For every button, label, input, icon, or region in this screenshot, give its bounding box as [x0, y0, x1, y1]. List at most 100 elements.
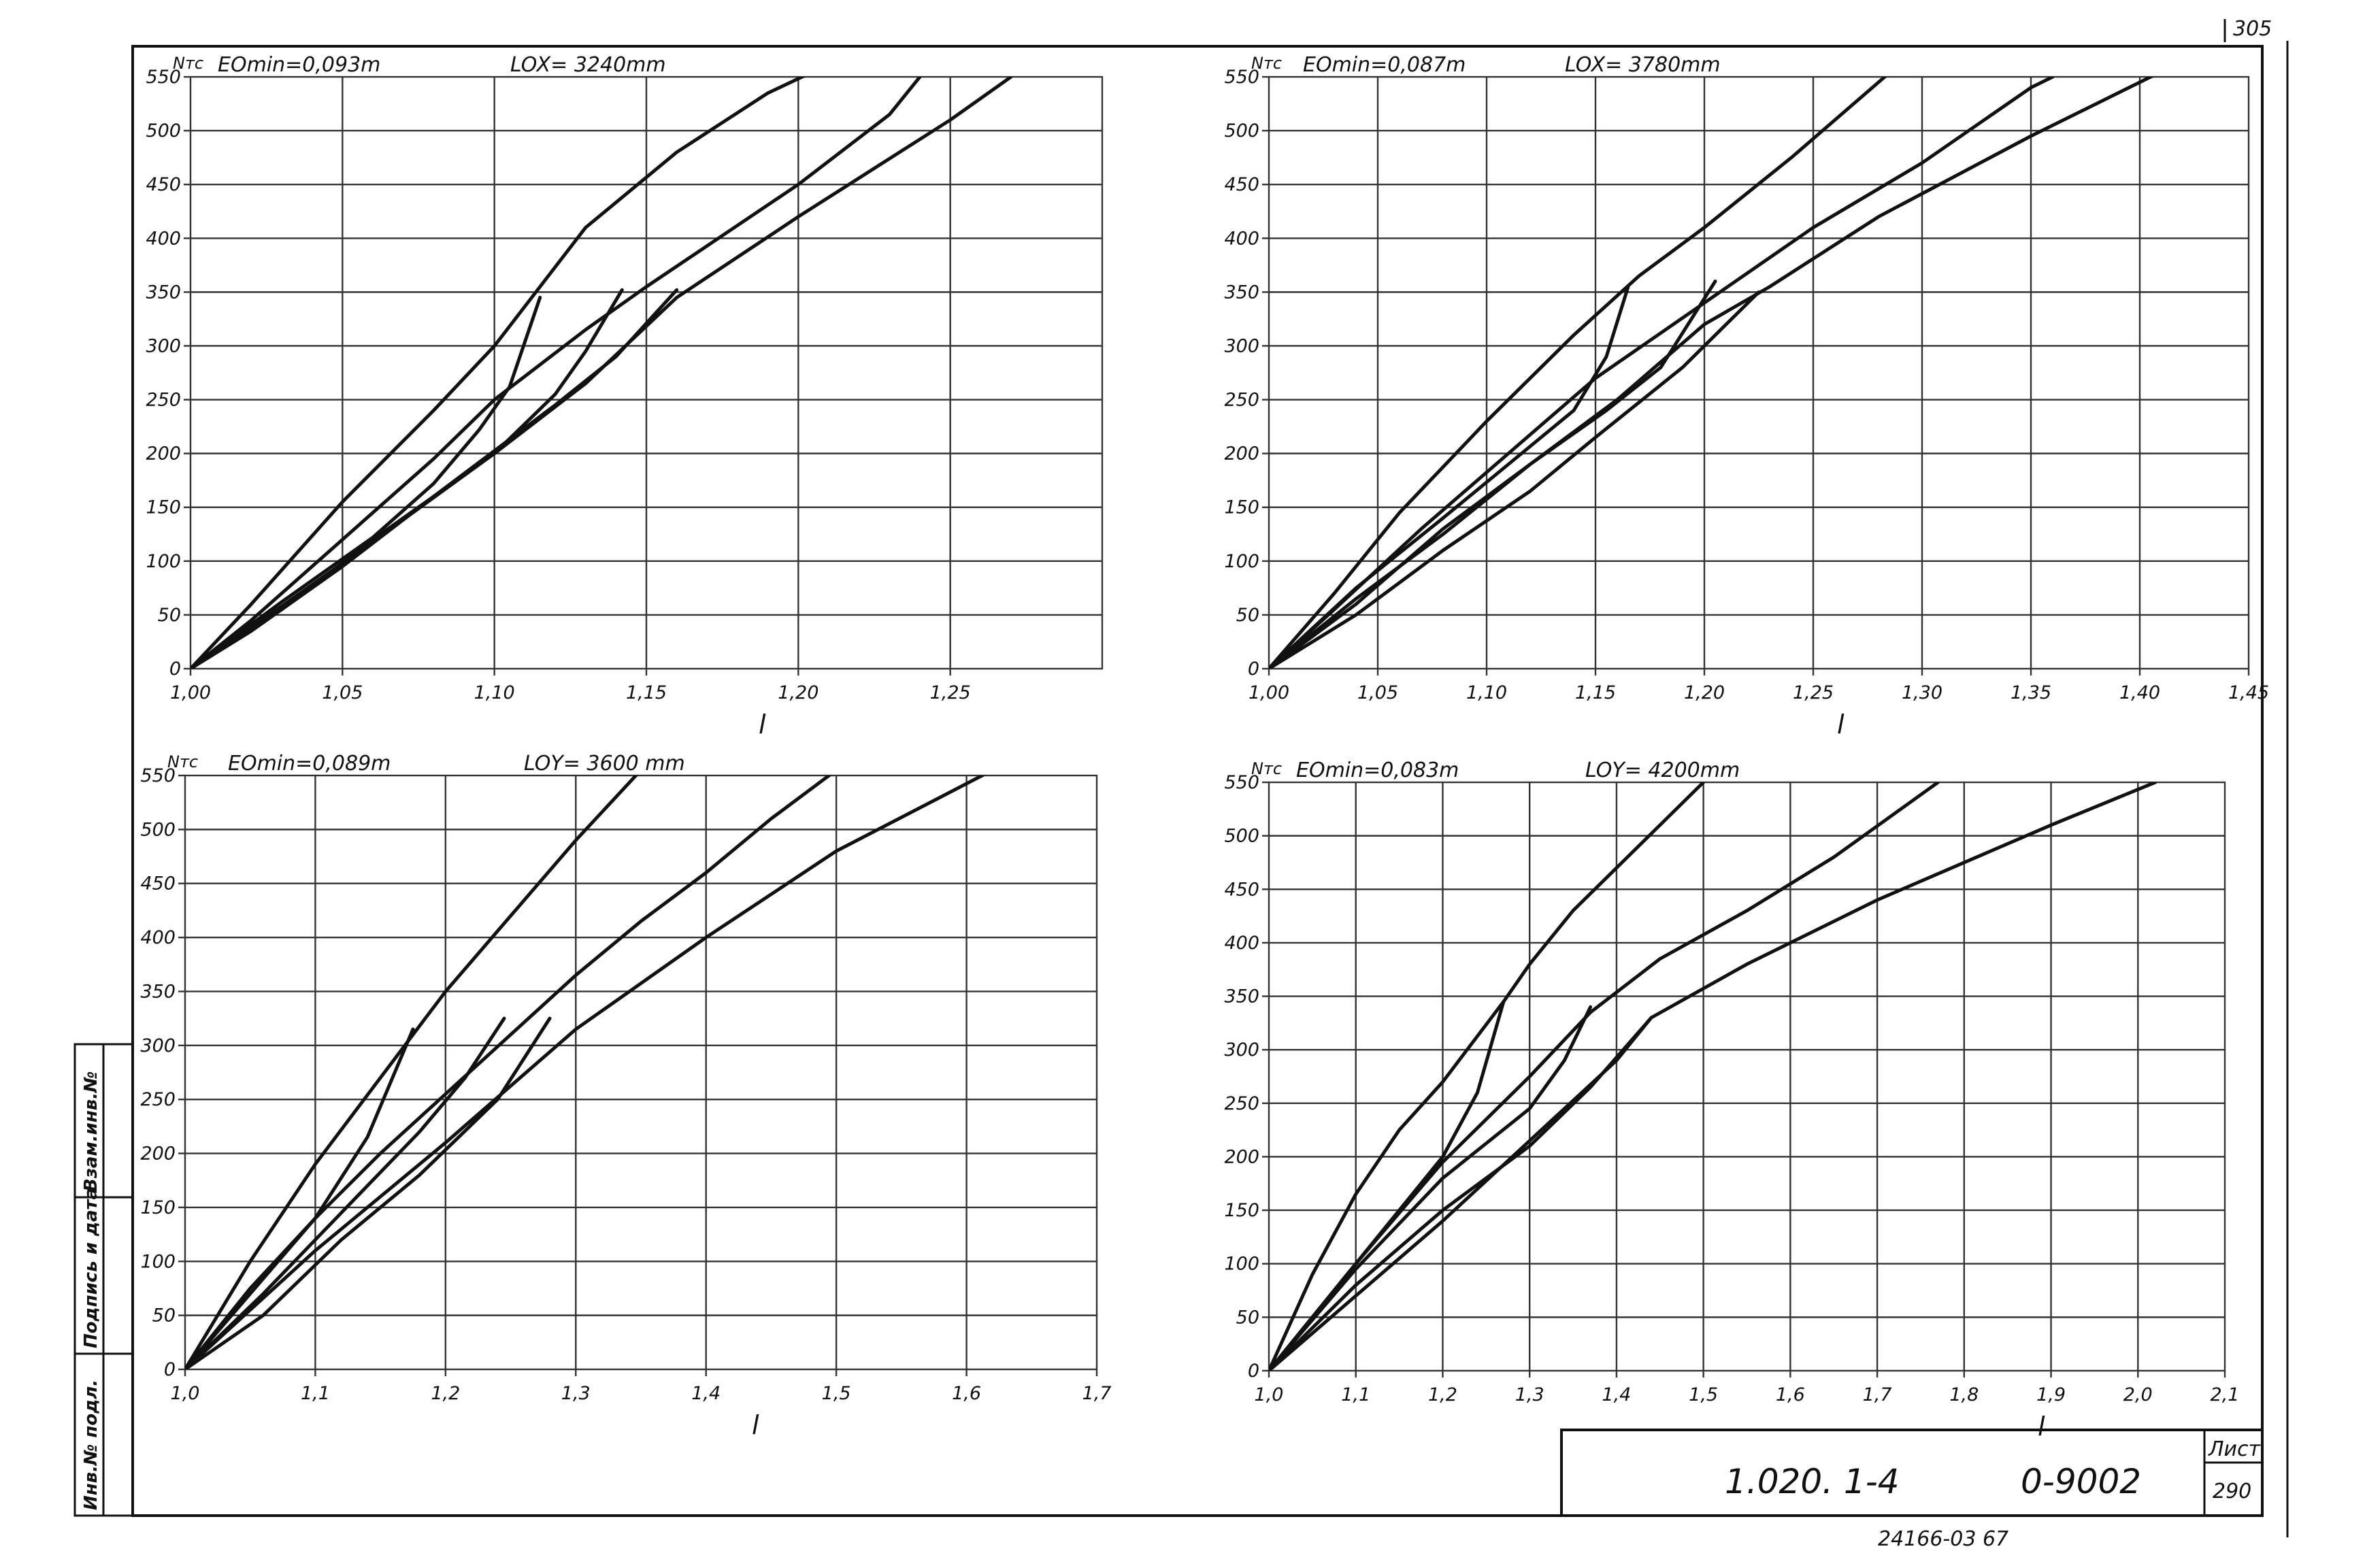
chart-1: 0 50 100 150 200 250 300 350 400 450 500 550 1,00 1,0… — [146, 53, 1104, 739]
x-tick-label: 1,00 — [1248, 682, 1289, 703]
chart-2: 0 50 100 150 200 250 300 350 400 450 500 550 1,00 1,0… — [1224, 53, 2269, 739]
x-axis-label: l — [752, 1410, 759, 1440]
plot-frame — [1268, 76, 2250, 670]
y-tick-label: 300 — [140, 1035, 176, 1056]
series-code: 0-9002 — [2021, 1462, 2141, 1501]
series-line-6 — [191, 288, 679, 669]
chart-3: 0 50 100 150 200 250 300 350 400 450 500 550 1,0 1,1 1… — [140, 752, 1111, 1440]
series-line-4 — [1269, 999, 1506, 1371]
x-tick-label: 1,25 — [1793, 682, 1834, 703]
y-axis-label: Nтс — [1251, 54, 1282, 73]
y-tick-label: 500 — [140, 819, 176, 840]
plot-frame — [1268, 781, 2226, 1372]
y-tick-label: 100 — [1224, 1254, 1259, 1275]
x-tick-label: 1,1 — [301, 1383, 330, 1404]
x-tick-label: 1,20 — [1684, 682, 1725, 703]
series-line-2 — [191, 77, 922, 669]
series-line-5 — [1269, 1005, 1593, 1371]
y-tick-label: 150 — [1224, 1200, 1259, 1221]
series-line-6 — [1269, 290, 1761, 669]
y-tick-label: 550 — [146, 67, 181, 88]
header-eomin: EOmin=0,093m — [218, 53, 380, 77]
x-tick-label: 1,5 — [1689, 1384, 1718, 1405]
x-tick-label: 2,1 — [2211, 1384, 2240, 1405]
x-tick-label: 1,8 — [1949, 1384, 1979, 1405]
y-tick-label: 400 — [146, 228, 181, 249]
series-line-3 — [1269, 782, 2157, 1371]
series-line-5 — [1269, 280, 1717, 669]
header-eomin: EOmin=0,089m — [228, 752, 391, 775]
x-tick-label: 2,0 — [2123, 1384, 2153, 1405]
y-axis-label: Nтс — [173, 54, 203, 73]
x-tick-label: 1,25 — [930, 682, 971, 703]
chart-4: 0 50 100 150 200 250 300 350 400 450 500 550 1,0 1,1 1… — [1224, 758, 2239, 1441]
y-tick-label: 200 — [140, 1144, 176, 1165]
x-tick-label: 1,10 — [1466, 682, 1507, 703]
y-tick-label: 300 — [146, 335, 181, 356]
y-tick-label: 100 — [1224, 551, 1259, 572]
x-tick-label: 1,4 — [691, 1383, 721, 1404]
header-length: LOX= 3780mm — [1565, 53, 1721, 77]
y-tick-label: 150 — [1224, 497, 1259, 518]
y-tick-label: 500 — [146, 120, 181, 141]
y-tick-label: 100 — [146, 551, 181, 572]
header-length: LOX= 3240mm — [510, 53, 666, 77]
y-tick-label: 50 — [152, 1305, 176, 1327]
x-tick-label: 1,05 — [1357, 682, 1398, 703]
header-length: LOY= 3600 mm — [524, 752, 685, 775]
x-tick-label: 1,00 — [170, 682, 211, 703]
x-tick-label: 1,1 — [1341, 1384, 1370, 1405]
side-label-sign: Подпись и дата — [81, 1188, 101, 1348]
page-number-corner: 305 — [2233, 17, 2272, 41]
sheet-number: 290 — [2213, 1480, 2251, 1503]
x-tick-label: 1,2 — [1428, 1384, 1457, 1405]
side-label-vzam: Взам.инв.№ — [81, 1071, 101, 1192]
x-tick-label: 1,2 — [431, 1383, 460, 1404]
y-tick-label: 300 — [1224, 335, 1259, 356]
y-tick-label: 400 — [1224, 933, 1259, 954]
y-tick-label: 0 — [1248, 1361, 1259, 1382]
sheet-label: Лист — [2208, 1437, 2262, 1461]
y-axis-label: Nтс — [1251, 759, 1282, 778]
sheet-frame — [131, 45, 2264, 1517]
y-tick-label: 300 — [1224, 1039, 1259, 1061]
x-tick-label: 1,20 — [778, 682, 818, 703]
header-length: LOY= 4200mm — [1585, 758, 1740, 782]
y-tick-label: 450 — [1224, 174, 1259, 195]
x-axis-label: l — [759, 710, 766, 739]
header-eomin: EOmin=0,087m — [1303, 53, 1466, 77]
print-number: 24166-03 67 — [1878, 1527, 2008, 1551]
x-tick-label: 1,3 — [561, 1383, 591, 1404]
y-tick-label: 250 — [146, 390, 181, 411]
series-line-3 — [185, 775, 987, 1369]
y-tick-label: 50 — [1236, 605, 1259, 626]
y-tick-label: 350 — [1224, 282, 1259, 303]
x-tick-label: 1,3 — [1515, 1384, 1544, 1405]
series-line-5 — [185, 1016, 506, 1369]
x-tick-label: 1,6 — [952, 1383, 981, 1404]
series-line-1 — [191, 77, 806, 669]
x-axis-label: l — [1837, 710, 1845, 739]
y-tick-label: 500 — [1224, 826, 1259, 847]
x-tick-label: 1,30 — [1902, 682, 1942, 703]
y-tick-label: 550 — [1224, 67, 1259, 88]
x-tick-label: 1,6 — [1776, 1384, 1805, 1405]
series-line-1 — [185, 775, 639, 1369]
y-tick-label: 0 — [164, 1359, 176, 1380]
y-tick-label: 400 — [140, 927, 176, 948]
x-tick-label: 1,45 — [2228, 682, 2269, 703]
y-tick-label: 350 — [146, 282, 181, 303]
header-eomin: EOmin=0,083m — [1296, 758, 1459, 782]
y-tick-label: 200 — [146, 444, 181, 465]
x-tick-label: 1,7 — [1082, 1383, 1112, 1404]
y-tick-label: 250 — [1224, 390, 1259, 411]
x-tick-label: 1,15 — [626, 682, 667, 703]
x-tick-label: 1,15 — [1575, 682, 1616, 703]
series-line-6 — [1269, 1016, 1653, 1371]
y-tick-label: 350 — [140, 981, 176, 1002]
doc-code: 1.020. 1-4 — [1725, 1462, 1900, 1501]
y-tick-label: 550 — [1224, 772, 1259, 793]
y-tick-label: 250 — [140, 1089, 176, 1110]
y-tick-label: 250 — [1224, 1093, 1259, 1114]
